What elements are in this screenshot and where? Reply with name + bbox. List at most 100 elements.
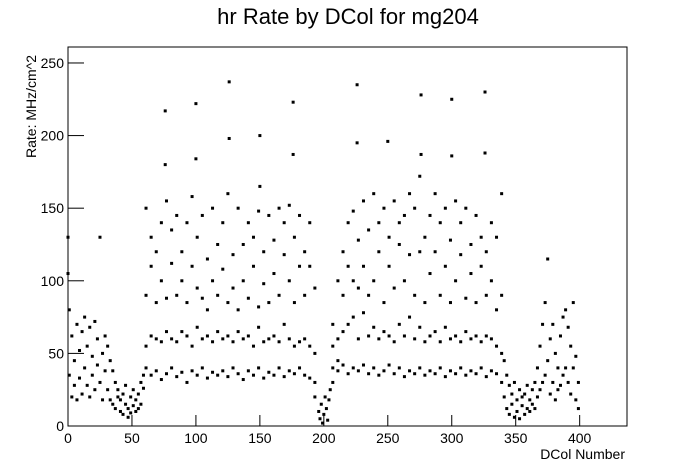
point [518, 417, 522, 421]
point [566, 325, 570, 329]
point [241, 378, 245, 382]
point [83, 366, 87, 370]
point [134, 398, 138, 402]
point [351, 279, 355, 283]
point [180, 370, 184, 374]
point [546, 257, 550, 261]
point [72, 359, 76, 363]
point [72, 383, 76, 387]
point [267, 301, 271, 305]
point [267, 337, 271, 341]
point [377, 221, 381, 225]
point [428, 369, 432, 373]
point [149, 235, 153, 239]
y-tick-label: 100 [41, 273, 65, 289]
point [361, 264, 365, 268]
y-tick-label: 0 [56, 418, 64, 434]
point [211, 206, 215, 210]
point [221, 267, 225, 271]
point [180, 279, 184, 283]
point [561, 373, 565, 377]
point [272, 238, 276, 242]
point [251, 235, 255, 239]
point [438, 340, 442, 344]
point [484, 250, 488, 254]
point [185, 301, 189, 305]
x-tick-label: 0 [64, 430, 72, 446]
point [216, 373, 220, 377]
point [262, 282, 266, 286]
point [341, 293, 345, 297]
point [474, 372, 478, 376]
point [525, 407, 529, 411]
point [93, 388, 97, 392]
point [131, 404, 135, 408]
y-tick-label: 150 [41, 200, 65, 216]
point [126, 407, 130, 411]
point [308, 376, 312, 380]
point [459, 366, 463, 370]
x-axis-label: DCol Number [540, 446, 625, 462]
point [402, 375, 406, 379]
point [483, 151, 487, 155]
point [227, 80, 231, 84]
point [251, 373, 255, 377]
point [489, 221, 493, 225]
point [510, 392, 514, 396]
x-tick-label: 150 [248, 430, 272, 446]
point [469, 337, 473, 341]
point [541, 322, 545, 326]
point [356, 369, 360, 373]
point [331, 380, 335, 384]
point [175, 213, 179, 217]
point [469, 272, 473, 276]
point [387, 264, 391, 268]
point [200, 213, 204, 217]
point [211, 279, 215, 283]
point [170, 366, 174, 370]
point [292, 235, 296, 239]
point [195, 325, 199, 329]
y-tick-label: 50 [48, 345, 64, 361]
point [80, 392, 84, 396]
point [144, 366, 148, 370]
point [272, 272, 276, 276]
point [298, 366, 302, 370]
point [361, 199, 365, 203]
x-tick-label: 100 [184, 430, 208, 446]
point [292, 372, 296, 376]
point [515, 409, 519, 413]
point [257, 366, 261, 370]
point [303, 250, 307, 254]
point [88, 395, 92, 399]
point [159, 221, 163, 225]
point [246, 369, 250, 373]
point [226, 192, 230, 196]
point [448, 238, 452, 242]
point [95, 363, 99, 367]
point [159, 279, 163, 283]
point [139, 402, 143, 406]
point [423, 235, 427, 239]
point [216, 293, 220, 297]
point [413, 293, 417, 297]
point [502, 359, 506, 363]
point [246, 334, 250, 338]
point [103, 369, 107, 373]
point [98, 235, 102, 239]
point [367, 228, 371, 232]
point [298, 340, 302, 344]
point [336, 279, 340, 283]
point [262, 376, 266, 380]
point [564, 366, 568, 370]
point [392, 199, 396, 203]
point [464, 206, 468, 210]
point [346, 372, 350, 376]
point [139, 380, 143, 384]
point [535, 395, 539, 399]
point [200, 296, 204, 300]
point [428, 213, 432, 217]
point [558, 334, 562, 338]
point [418, 250, 422, 254]
point [141, 386, 145, 390]
